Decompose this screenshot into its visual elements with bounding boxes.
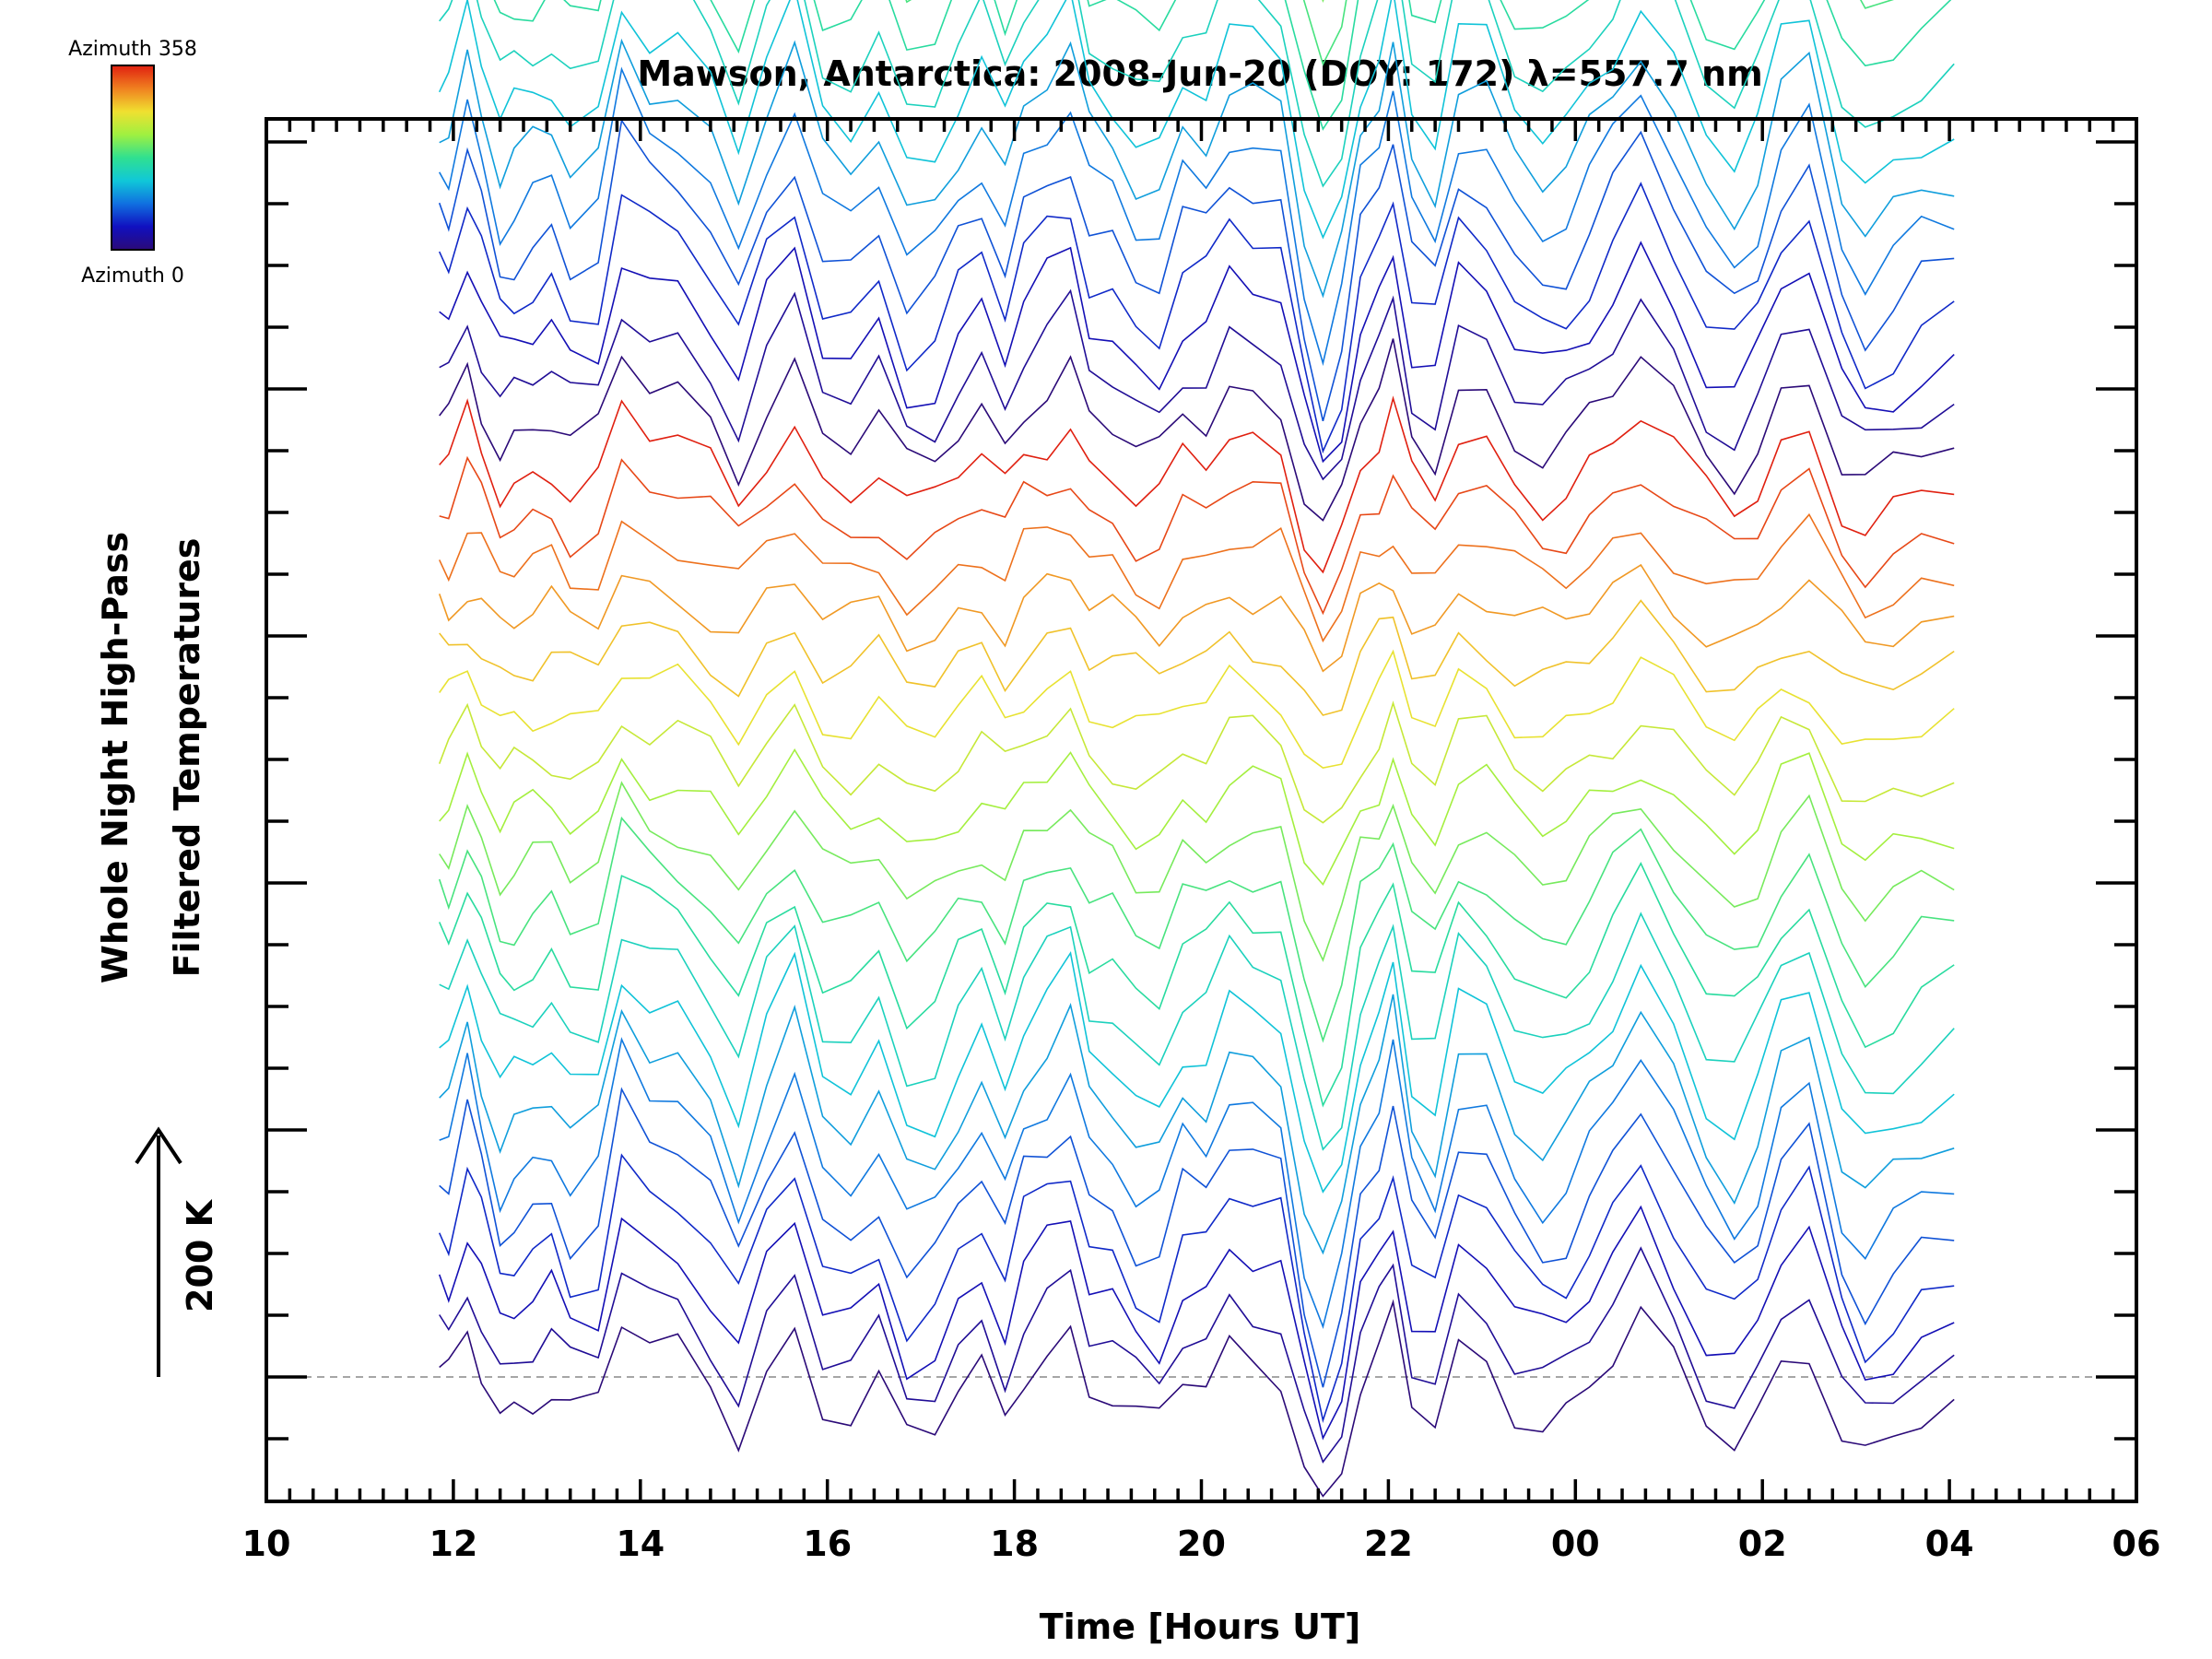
- colorbar-bottom-label: Azimuth 0: [81, 265, 184, 288]
- colorbar-top-label: Azimuth 358: [68, 38, 197, 61]
- series-line: [438, 512, 1955, 643]
- series-line: [438, 1153, 1955, 1424]
- chart-title: Mawson, Antarctica: 2008-Jun-20 (DOY: 17…: [637, 53, 1762, 94]
- series-line: [438, 182, 1955, 454]
- series-line: [439, 455, 1955, 616]
- series-line: [439, 994, 1955, 1255]
- series-line: [439, 66, 1955, 367]
- y-axis-label-line1: Whole Night High-Pass: [95, 532, 135, 983]
- scale-bar-label: 200 K: [180, 1198, 220, 1312]
- series-line: [439, 38, 1955, 299]
- series-line: [439, 1299, 1955, 1498]
- series-line: [438, 563, 1955, 673]
- series-line: [439, 338, 1955, 522]
- colorbar: Azimuth 358 Azimuth 0: [68, 38, 197, 288]
- series-line: [493, 0, 1952, 131]
- series-line: [438, 700, 1955, 824]
- series-line: [439, 747, 1955, 887]
- x-tick-label: 14: [616, 1524, 665, 1564]
- series-line: [439, 781, 1955, 962]
- series-line: [439, 241, 1955, 464]
- series-line: [439, 1037, 1955, 1330]
- series-line: [438, 0, 1955, 240]
- series-line: [438, 118, 1955, 422]
- x-tick-label: 06: [2112, 1524, 2161, 1564]
- x-tick-label: 00: [1551, 1524, 1600, 1564]
- series-line: [439, 395, 1955, 574]
- y-axis-label: Whole Night High-Pass Filtered Temperatu…: [95, 532, 207, 983]
- axis-ticks: [265, 119, 2138, 1501]
- x-tick-label: 16: [803, 1524, 852, 1564]
- series-line: [439, 1087, 1955, 1388]
- series-line: [439, 1246, 1955, 1464]
- series-group: [438, 0, 1955, 1498]
- x-tick-label: 20: [1177, 1524, 1226, 1564]
- scale-bar-arrowhead: [135, 1126, 182, 1165]
- x-tick-label: 02: [1738, 1524, 1787, 1564]
- series-line: [439, 912, 1955, 1151]
- x-tick-label: 18: [990, 1524, 1039, 1564]
- x-tick-label: 10: [242, 1524, 291, 1564]
- series-line: [439, 950, 1955, 1194]
- series-line: [438, 816, 1955, 1043]
- series-line: [439, 599, 1955, 716]
- series-line: [438, 862, 1955, 1108]
- x-axis-label: Time [Hours UT]: [1040, 1606, 1361, 1647]
- series-line: [439, 0, 1955, 188]
- y-axis-label-line2: Filtered Temperatures: [167, 538, 207, 978]
- series-line: [439, 649, 1955, 770]
- x-tick-label: 12: [429, 1524, 477, 1564]
- series-line: [439, 288, 1955, 481]
- scale-bar: 200 K: [135, 1126, 220, 1377]
- x-tick-label: 04: [1925, 1524, 1974, 1564]
- x-tick-label: 22: [1364, 1524, 1413, 1564]
- x-tick-labels: 10 12 14 16 18 20 22 00 02 04 06: [242, 1524, 2161, 1564]
- series-line: [438, 1205, 1955, 1441]
- colorbar-gradient: [111, 65, 155, 251]
